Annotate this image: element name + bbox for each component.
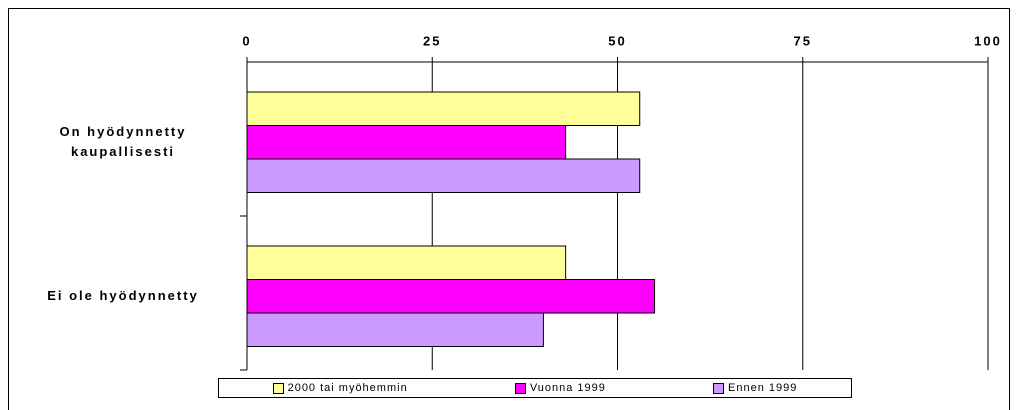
x-tick-label: 0 (242, 33, 251, 48)
legend-label: 2000 tai myöhemmin (287, 382, 408, 394)
legend-swatch (713, 382, 725, 394)
legend-item: Ennen 1999 (713, 382, 797, 394)
y-tick-label: On hyödynnetty kaupallisesti (59, 124, 187, 160)
legend-item: Vuonna 1999 (514, 382, 606, 394)
y-tick-label: Ei ole hyödynnetty (47, 288, 199, 304)
bar (246, 279, 656, 314)
x-tick-label: 100 (974, 33, 1002, 48)
frame (8, 8, 1010, 410)
x-tick-label: 50 (608, 33, 626, 48)
legend-label: Vuonna 1999 (529, 382, 606, 394)
bar (246, 245, 567, 280)
legend-label: Ennen 1999 (728, 382, 798, 394)
bar (246, 158, 641, 193)
bar (246, 91, 641, 126)
legend-item: 2000 tai myöhemmin (272, 382, 408, 394)
x-tick-label: 75 (794, 33, 812, 48)
bar (246, 312, 544, 347)
bar (246, 125, 567, 160)
legend-swatch (272, 382, 284, 394)
legend-swatch (514, 382, 526, 394)
x-tick-label: 25 (423, 33, 441, 48)
legend: 2000 tai myöhemmin Vuonna 1999 Ennen 1999 (218, 378, 852, 398)
